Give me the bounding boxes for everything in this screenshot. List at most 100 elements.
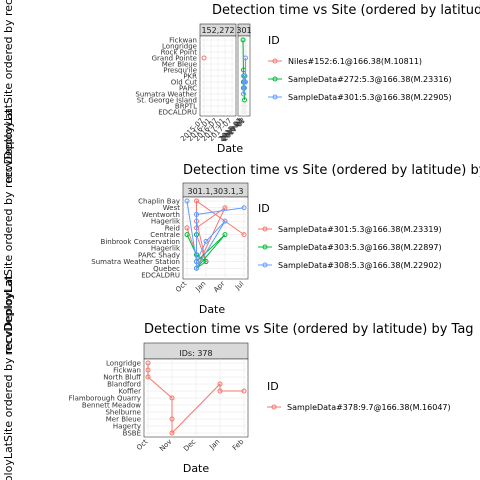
chart-title: Detection time vs Site (ordered by latit… bbox=[144, 322, 474, 337]
x-tick-label: Feb bbox=[231, 437, 246, 452]
y-tick-label: Fickwan bbox=[169, 37, 197, 45]
y-tick-label: Binbrook Conservation bbox=[101, 238, 180, 246]
y-tick-label: Sumatra Weather bbox=[135, 91, 197, 99]
legend-title: ID bbox=[268, 34, 280, 47]
x-tick-label: Apr bbox=[212, 280, 226, 294]
legend-key-point bbox=[262, 244, 268, 250]
legend-key-point bbox=[272, 58, 278, 64]
data-point bbox=[169, 430, 175, 436]
x-axis-label: Date bbox=[217, 142, 244, 155]
data-point bbox=[240, 37, 246, 43]
y-tick-label: Longridge bbox=[106, 360, 141, 368]
data-point bbox=[222, 205, 228, 211]
facet-strip-label: 152,272 bbox=[201, 26, 234, 35]
data-point bbox=[203, 238, 209, 244]
y-tick-label: Bennett Meadow bbox=[82, 402, 141, 410]
legend-entry: SampleData#301:5.3@166.38(M.23319) bbox=[278, 225, 442, 234]
data-point bbox=[184, 232, 190, 238]
y-tick-label: Chaplin Bay bbox=[138, 198, 180, 206]
facet-strip-label: 301 bbox=[236, 26, 251, 35]
panel-background bbox=[182, 196, 249, 280]
y-tick-label: Hagerlik bbox=[151, 218, 181, 226]
y-tick-label: Mer Bleue bbox=[162, 61, 197, 69]
data-point bbox=[241, 91, 246, 97]
x-tick-label: Oct bbox=[135, 438, 149, 452]
legend-title: ID bbox=[267, 380, 279, 393]
y-tick-label: Hagerlik bbox=[151, 245, 181, 253]
data-point bbox=[169, 395, 175, 401]
data-point bbox=[242, 97, 247, 103]
y-tick-label: EDCALDRU bbox=[141, 272, 180, 280]
series-line bbox=[243, 58, 246, 95]
data-point bbox=[201, 55, 207, 61]
x-tick-label: Jan bbox=[207, 438, 221, 452]
y-tick-label: Grand Pointe bbox=[152, 55, 197, 63]
y-tick-label: North Bluff bbox=[103, 374, 141, 382]
data-point bbox=[217, 388, 223, 394]
y-tick-label: Wentworth bbox=[142, 211, 180, 219]
y-tick-label: West bbox=[163, 204, 180, 212]
y-tick-label: Rock Point bbox=[161, 49, 198, 57]
data-point bbox=[222, 218, 228, 224]
chart-title: Detection time vs Site (ordered by latit… bbox=[183, 163, 480, 178]
y-tick-label: Fickwan bbox=[113, 367, 141, 375]
data-point bbox=[184, 198, 190, 204]
y-tick-label: St. George Island bbox=[137, 97, 197, 105]
data-point bbox=[241, 205, 247, 211]
data-point bbox=[194, 265, 199, 271]
data-point bbox=[243, 79, 248, 85]
x-tick-label: Jan bbox=[193, 280, 207, 294]
legend-entry: SampleData#301:5.3@166.38(M.22905) bbox=[288, 93, 452, 102]
data-point bbox=[203, 259, 209, 265]
y-tick-label: Blandford bbox=[107, 381, 141, 389]
facet-strip-label: IDs: 378 bbox=[179, 349, 212, 358]
legend-entry: SampleData#378:9.7@166.38(M.16047) bbox=[287, 403, 451, 412]
y-tick-label: Longridge bbox=[162, 43, 197, 51]
data-point bbox=[241, 232, 247, 238]
y-tick-label: Shelburne bbox=[105, 409, 141, 417]
y-tick-label: PARC bbox=[179, 85, 197, 93]
y-tick-label: BSBE bbox=[123, 430, 141, 438]
chart-title: Detection time vs Site (ordered by latit… bbox=[212, 3, 480, 18]
y-axis-label: recvDeployLatSite ordered by recvDeployL… bbox=[2, 274, 15, 480]
data-point bbox=[242, 73, 248, 79]
data-point bbox=[194, 211, 199, 217]
data-point bbox=[217, 381, 223, 387]
data-point bbox=[145, 374, 151, 380]
data-point bbox=[145, 360, 151, 366]
x-tick-label: Jul bbox=[233, 280, 245, 292]
data-point bbox=[184, 225, 190, 231]
x-tick-label: Nov bbox=[158, 438, 173, 453]
legend-key-point bbox=[271, 404, 277, 410]
x-axis-label: Date bbox=[199, 303, 226, 316]
y-tick-label: Flamborough Quarry bbox=[69, 395, 141, 403]
y-tick-label: Quebec bbox=[153, 265, 180, 273]
y-tick-label: BRPTL bbox=[175, 103, 197, 111]
legend-entry: Niles#152:6.1@166.38(M.10811) bbox=[288, 57, 422, 66]
y-tick-label: Reid bbox=[165, 224, 180, 232]
legend-entry: SampleData#272:5.3@166.38(M.23316) bbox=[288, 75, 452, 84]
legend-key-point bbox=[272, 94, 278, 100]
x-axis-label: Date bbox=[183, 462, 210, 475]
y-tick-label: Presqu'ile bbox=[163, 67, 197, 75]
y-tick-label: Centrale bbox=[150, 231, 180, 239]
data-point bbox=[194, 198, 199, 204]
legend-entry: SampleData#308:5.3@166.38(M.22902) bbox=[278, 261, 442, 270]
facet-strip-label: 301.1,303.1,3 bbox=[188, 187, 244, 196]
y-tick-label: PKR bbox=[183, 73, 197, 81]
data-point bbox=[222, 232, 228, 238]
y-tick-label: Old Cut bbox=[171, 79, 197, 87]
series-line bbox=[186, 200, 245, 271]
y-tick-label: Koffler bbox=[119, 388, 142, 396]
y-axis-label: recvDeployLatSite ordered by recvDeployL… bbox=[2, 0, 15, 183]
y-axis-label: recvDeployLatSite ordered by recvDeployL… bbox=[2, 108, 15, 355]
x-tick-label: Dec bbox=[182, 438, 197, 453]
data-point bbox=[145, 367, 151, 373]
data-point bbox=[243, 55, 248, 61]
y-tick-label: Mer Bleue bbox=[106, 416, 141, 424]
legend-key-point bbox=[272, 76, 278, 82]
legend-key-point bbox=[262, 226, 268, 232]
data-point bbox=[241, 388, 247, 394]
y-tick-label: EDCALDRU bbox=[158, 109, 197, 117]
